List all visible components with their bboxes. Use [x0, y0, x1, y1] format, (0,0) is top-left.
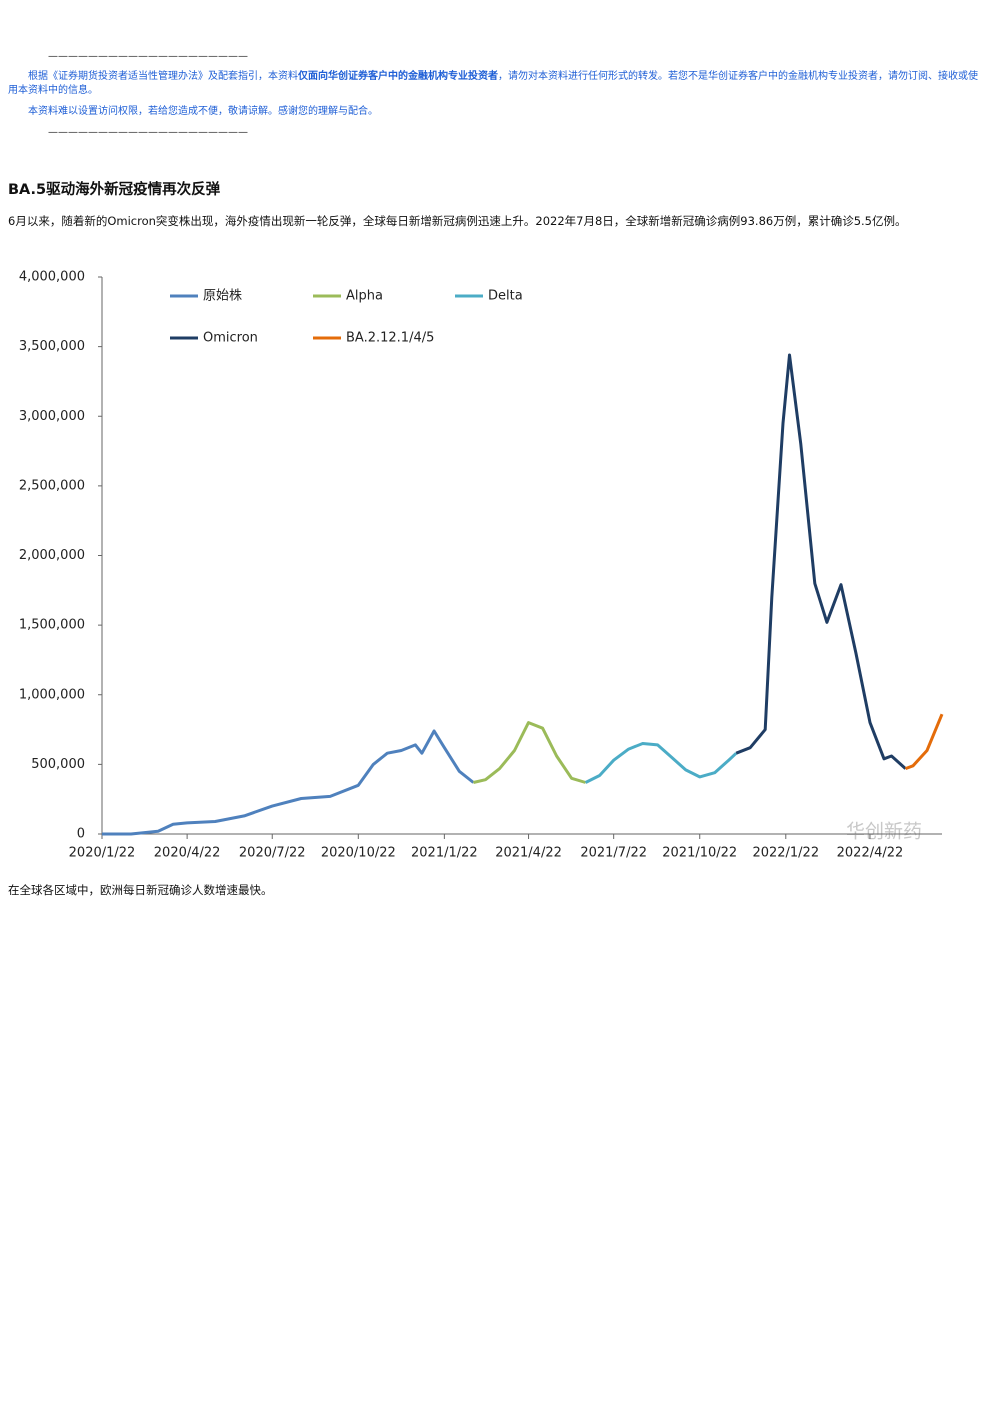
- series-line: [904, 713, 944, 771]
- series-line: [473, 721, 587, 784]
- legend-label: Omicron: [203, 331, 258, 346]
- legend-label: Alpha: [346, 289, 383, 304]
- notice-text: ，请勿对本资料进行任何形式的转发。若您不是华创证券客户中的金融机构专业投资者，请…: [8, 71, 978, 96]
- y-tick-label: 1,000,000: [19, 687, 85, 702]
- x-tick-label: 2021/1/22: [411, 846, 478, 861]
- caption: 在全球各区域中，欧洲每日新冠确诊人数增速最快。: [8, 883, 273, 897]
- y-tick-label: 3,500,000: [19, 339, 85, 354]
- watermark: 华创新药: [846, 821, 922, 843]
- notice: 根据《证券期货投资者适当性管理办法》及配套指引，本资料仅面向华创证券客户中的金融…: [8, 70, 984, 98]
- x-tick-label: 2020/7/22: [239, 846, 306, 861]
- x-tick-label: 2020/10/22: [321, 846, 396, 861]
- y-tick-label: 3,000,000: [19, 409, 85, 424]
- rule: ————————————————————: [48, 127, 248, 138]
- notice-second: 本资料难以设置访问权限，若给您造成不便，敬请谅解。感谢您的理解与配合。: [28, 106, 378, 117]
- x-tick-label: 2022/1/22: [752, 846, 819, 861]
- x-tick-label: 2020/1/22: [69, 846, 136, 861]
- y-tick-label: 1,500,000: [19, 618, 85, 633]
- x-tick-label: 2021/7/22: [580, 846, 647, 861]
- chart: 华创新药 0 500,000 1,000,000 1,500,000 2,000,000…: [19, 270, 944, 861]
- legend-label: 原始株: [203, 289, 242, 304]
- notice-text: 根据《证券期货投资者适当性管理办法》及配套指引，本资料: [28, 71, 298, 82]
- y-tick-label: 2,000,000: [19, 548, 85, 563]
- y-tick-label: 4,000,000: [19, 270, 85, 285]
- x-tick-label: 2021/4/22: [495, 846, 562, 861]
- series-line: [584, 742, 738, 784]
- x-tick-label: 2021/10/22: [662, 846, 737, 861]
- paragraph: 6月以来，随着新的Omicron突变株出现，海外疫情出现新一轮反弹，全球每日新增…: [8, 214, 907, 228]
- y-tick-label: 500,000: [31, 757, 85, 772]
- heading: BA.5驱动海外新冠疫情再次反弹: [8, 182, 221, 198]
- y-tick-label: 0: [77, 827, 85, 842]
- x-tick-label: 2020/4/22: [154, 846, 221, 861]
- legend-label: Delta: [488, 289, 523, 304]
- series-line: [102, 729, 475, 836]
- series-line: [735, 353, 907, 770]
- rule: ————————————————————: [48, 51, 248, 62]
- x-tick-label: 2022/4/22: [837, 846, 904, 861]
- legend-label: BA.2.12.1/4/5: [346, 331, 434, 346]
- y-tick-label: 2,500,000: [19, 478, 85, 493]
- notice-bold: 仅面向华创证券客户中的金融机构专业投资者: [298, 71, 498, 82]
